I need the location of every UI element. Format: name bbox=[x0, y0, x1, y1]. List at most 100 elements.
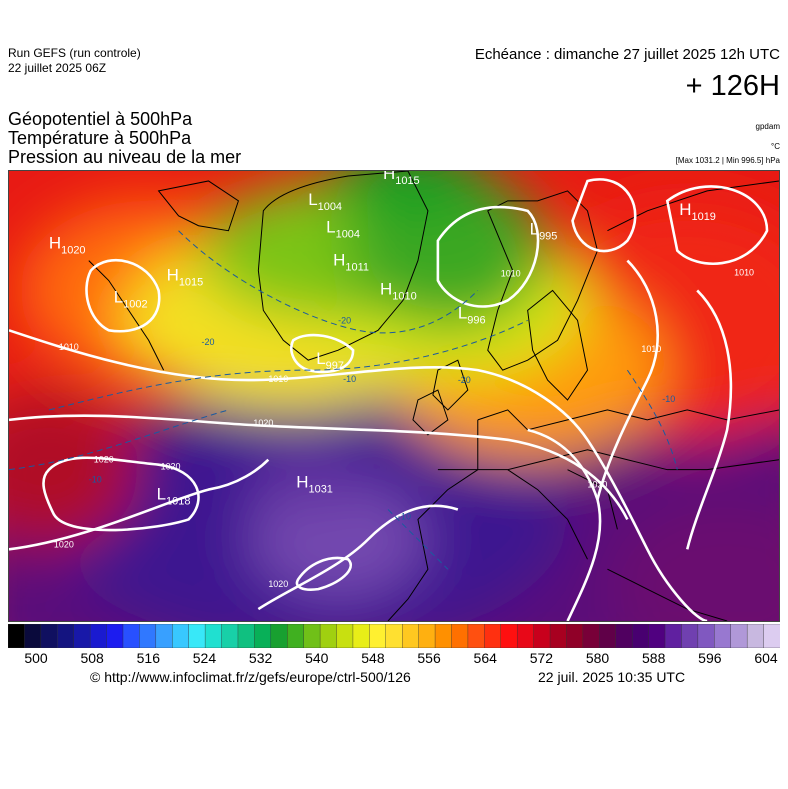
pressure-system: L1004 bbox=[326, 218, 360, 241]
pressure-system: L995 bbox=[530, 220, 558, 243]
color-scale-tick: 500 bbox=[24, 650, 48, 666]
param-pressure: Pression au niveau de la mer bbox=[8, 147, 242, 167]
forecast-hour: + 126H bbox=[685, 70, 780, 102]
color-swatch bbox=[155, 624, 173, 648]
isobar-label: 1020 bbox=[268, 579, 288, 589]
isobar-label: 1020 bbox=[54, 539, 74, 549]
isobar-label: 1010 bbox=[641, 344, 661, 354]
color-swatch bbox=[204, 624, 223, 648]
color-swatch bbox=[188, 624, 206, 648]
isotherms bbox=[9, 230, 678, 570]
pressure-system: H1020 bbox=[49, 234, 86, 257]
color-swatch bbox=[549, 624, 568, 648]
color-scale-tick: 532 bbox=[248, 650, 273, 666]
pressure-system: H1015 bbox=[167, 266, 204, 289]
pressure-system: H1031 bbox=[296, 473, 333, 496]
color-swatch bbox=[631, 624, 650, 648]
isotherm-label: -10 bbox=[662, 394, 675, 404]
coastlines bbox=[88, 171, 779, 621]
run-date: 22 juillet 2025 06Z bbox=[8, 61, 107, 75]
color-swatch bbox=[730, 624, 748, 648]
isobar-value-labels: 1010 1010 1010 1010 1010 1020 1020 1020 … bbox=[54, 268, 754, 590]
color-swatch bbox=[73, 624, 91, 648]
color-swatch bbox=[467, 624, 486, 648]
color-swatch bbox=[697, 624, 715, 648]
color-swatch bbox=[254, 624, 272, 648]
color-scale-tick: 524 bbox=[192, 650, 217, 666]
color-swatch bbox=[599, 624, 617, 648]
color-swatch bbox=[336, 624, 354, 648]
color-swatch bbox=[434, 624, 453, 648]
color-swatch bbox=[237, 624, 256, 648]
color-scale-tick: 556 bbox=[417, 650, 441, 666]
color-swatch bbox=[89, 624, 108, 648]
source-credit: © http://www.infoclimat.fr/z/gefs/europe… bbox=[90, 669, 411, 685]
isobars bbox=[9, 178, 769, 621]
isobar-label: 1020 bbox=[587, 480, 607, 490]
color-swatch bbox=[566, 624, 584, 648]
isobar-label: 1020 bbox=[94, 455, 114, 465]
weather-map: H1020 H1015 L1002 L1004 L1004 H1015 H101… bbox=[8, 170, 780, 622]
isotherm-label: -10 bbox=[343, 374, 356, 384]
generation-timestamp: 22 juil. 2025 10:35 UTC bbox=[538, 669, 686, 685]
unit-temperature: °C bbox=[771, 142, 780, 151]
pressure-system: H1010 bbox=[380, 279, 417, 302]
pressure-system: L997 bbox=[316, 349, 344, 372]
color-swatch bbox=[385, 624, 403, 648]
color-scale-ticks: 500 508 516 524 532 540 548 556 564 572 580 588 596 6… bbox=[8, 650, 780, 668]
isotherm-label: -20 bbox=[202, 337, 215, 347]
geopotential-field bbox=[9, 171, 779, 621]
color-swatch bbox=[352, 624, 371, 648]
color-swatch bbox=[287, 624, 305, 648]
pressure-system-labels: H1020 H1015 L1002 L1004 L1004 H1015 H101… bbox=[49, 170, 716, 508]
color-swatch bbox=[763, 624, 780, 648]
color-swatch bbox=[122, 624, 141, 648]
isobar-label: 1020 bbox=[253, 418, 273, 428]
color-scale-tick: 508 bbox=[80, 650, 104, 666]
color-swatch bbox=[57, 624, 75, 648]
color-swatch bbox=[40, 624, 58, 648]
color-swatch bbox=[533, 624, 551, 648]
param-temperature: Température à 500hPa bbox=[8, 128, 192, 148]
color-swatch bbox=[681, 624, 699, 648]
color-swatch bbox=[746, 624, 765, 648]
color-swatch bbox=[402, 624, 420, 648]
color-scale bbox=[8, 624, 780, 648]
isotherm-label: -20 bbox=[338, 315, 351, 325]
color-swatch bbox=[106, 624, 124, 648]
color-scale-tick: 588 bbox=[642, 650, 666, 666]
color-swatch bbox=[24, 624, 42, 648]
forecast-valid-time: Echéance : dimanche 27 juillet 2025 12h … bbox=[474, 46, 780, 63]
color-swatch bbox=[714, 624, 732, 648]
color-swatch bbox=[221, 624, 239, 648]
color-scale-tick: 580 bbox=[585, 650, 610, 666]
isobar-label: 1010 bbox=[268, 374, 288, 384]
color-swatch bbox=[516, 624, 535, 648]
pressure-system: H1011 bbox=[333, 251, 369, 274]
color-swatch bbox=[582, 624, 601, 648]
color-swatch bbox=[500, 624, 518, 648]
pressure-system: H1019 bbox=[679, 200, 716, 223]
color-scale-tick: 548 bbox=[361, 650, 385, 666]
pressure-system: H1015 bbox=[383, 170, 420, 187]
color-swatch bbox=[303, 624, 321, 648]
color-swatch bbox=[319, 624, 338, 648]
run-title: Run GEFS (run controle) bbox=[8, 46, 141, 60]
param-geopotential: Géopotentiel à 500hPa bbox=[8, 109, 193, 129]
unit-geopotential: gpdam bbox=[755, 122, 780, 131]
color-swatch bbox=[451, 624, 469, 648]
isotherm-value-labels: -20 -20 -20 -10 -10 -10 -10 bbox=[89, 315, 675, 521]
color-swatch bbox=[172, 624, 190, 648]
color-scale-tick: 596 bbox=[698, 650, 722, 666]
color-swatch bbox=[418, 624, 436, 648]
color-swatch bbox=[139, 624, 157, 648]
isobar-label: 1020 bbox=[161, 462, 181, 472]
color-swatch bbox=[648, 624, 666, 648]
isobar-label: 1010 bbox=[501, 269, 521, 279]
pressure-system: L1004 bbox=[308, 190, 342, 213]
color-swatch bbox=[8, 624, 26, 648]
isotherm-label: -10 bbox=[398, 511, 411, 521]
color-scale-tick: 540 bbox=[305, 650, 329, 666]
color-swatch bbox=[484, 624, 502, 648]
isobar-label: 1010 bbox=[59, 342, 79, 352]
